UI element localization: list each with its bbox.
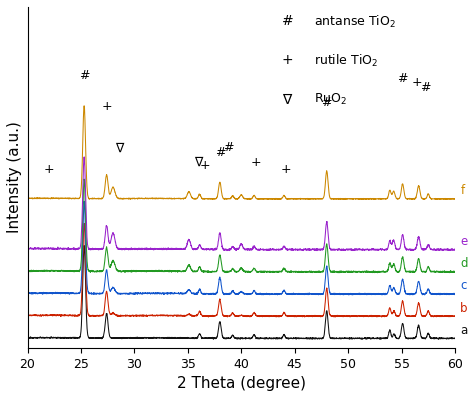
X-axis label: 2 Theta (degree): 2 Theta (degree) [177, 376, 306, 391]
Y-axis label: Intensity (a.u.): Intensity (a.u.) [7, 121, 22, 233]
Text: b: b [460, 302, 468, 314]
Text: #: # [79, 69, 90, 82]
Text: $\nabla$: $\nabla$ [194, 155, 205, 169]
Text: +: + [200, 159, 210, 172]
Text: $\nabla$: $\nabla$ [282, 92, 293, 107]
Text: #: # [420, 81, 430, 94]
Text: +: + [251, 156, 262, 169]
Text: +: + [281, 163, 292, 176]
Text: e: e [460, 235, 467, 248]
Text: +: + [411, 76, 422, 89]
Text: #: # [397, 72, 408, 85]
Text: rutile TiO$_2$: rutile TiO$_2$ [314, 53, 378, 69]
Text: +: + [101, 100, 112, 113]
Text: +: + [44, 163, 54, 176]
Text: RuO$_2$: RuO$_2$ [314, 92, 347, 107]
Text: a: a [460, 324, 467, 337]
Text: #: # [215, 146, 225, 159]
Text: +: + [282, 53, 293, 67]
Text: f: f [460, 184, 465, 197]
Text: c: c [460, 279, 467, 293]
Text: #: # [321, 96, 332, 109]
Text: antanse TiO$_2$: antanse TiO$_2$ [314, 14, 396, 30]
Text: #: # [223, 140, 234, 154]
Text: d: d [460, 257, 468, 270]
Text: #: # [282, 14, 293, 28]
Text: $\nabla$: $\nabla$ [115, 142, 126, 155]
